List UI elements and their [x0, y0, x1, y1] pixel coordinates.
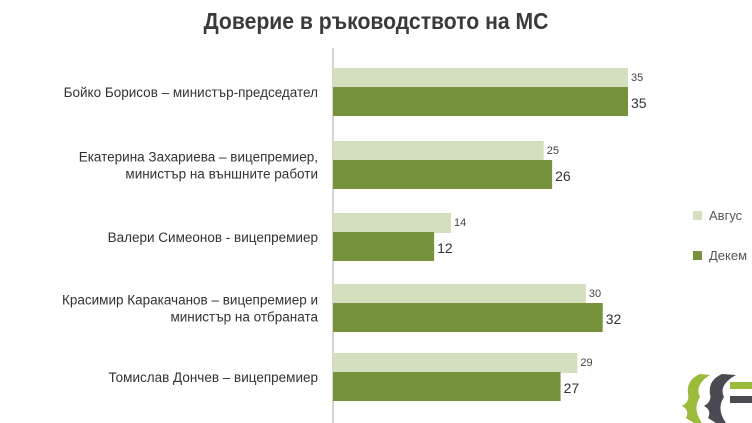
- data-label-series-2: 26: [555, 168, 571, 184]
- data-label-series-2: 12: [437, 240, 453, 256]
- logo-mark: [730, 382, 752, 389]
- data-label-series-1: 14: [454, 217, 466, 229]
- bar-series-2: [333, 87, 628, 116]
- bar-series-1: [333, 68, 628, 88]
- data-label-series-1: 25: [547, 145, 559, 157]
- data-label-series-1: 35: [631, 72, 643, 84]
- legend-label-series-1: Авгус: [709, 208, 743, 223]
- data-label-series-2: 35: [631, 95, 647, 111]
- data-label-series-1: 30: [589, 288, 601, 300]
- logo-mark: [730, 396, 752, 403]
- category-label: министър на отбраната: [170, 310, 318, 325]
- bar-series-2: [333, 160, 553, 189]
- legend-swatch-series-1: [693, 211, 702, 220]
- data-label-series-1: 29: [580, 357, 592, 369]
- bar-series-2: [333, 372, 561, 401]
- category-label: министър на външните работи: [125, 167, 318, 182]
- bar-series-1: [333, 141, 544, 161]
- data-label-series-2: 32: [606, 311, 622, 327]
- category-label: Томислав Дончев – вицепремиер: [108, 370, 318, 385]
- bar-series-1: [333, 213, 451, 233]
- bar-series-2: [333, 303, 603, 332]
- category-label: Бойко Борисов – министър-председател: [64, 85, 318, 100]
- category-label: Екатерина Захариева – вицепремиер,: [79, 150, 318, 165]
- category-label: Красимир Каракачанов – вицепремиер и: [62, 293, 318, 308]
- legend-swatch-series-2: [693, 251, 702, 260]
- logo-icon: [704, 374, 736, 423]
- category-label: Валери Симеонов - вицепремиер: [108, 230, 318, 245]
- bar-series-2: [333, 232, 435, 261]
- chart-title: Доверие в ръководството на МС: [203, 8, 549, 34]
- data-label-series-2: 27: [564, 380, 580, 396]
- bar-series-1: [333, 353, 578, 373]
- legend-label-series-2: Декем: [709, 248, 747, 263]
- logo-icon: [682, 374, 710, 423]
- bar-series-1: [333, 284, 586, 304]
